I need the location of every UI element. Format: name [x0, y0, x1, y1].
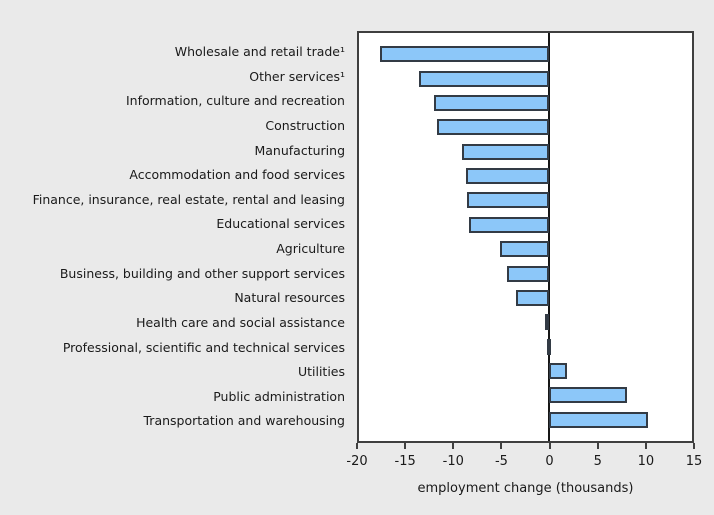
- x-tick-label: -15: [394, 454, 416, 469]
- x-tick-mark: [356, 443, 358, 449]
- category-label: Finance, insurance, real estate, rental …: [32, 191, 345, 207]
- category-label-row: Construction: [0, 114, 345, 139]
- x-tick-label: -10: [442, 454, 464, 469]
- x-tick-label: -20: [346, 454, 368, 469]
- bar-row: [359, 91, 692, 115]
- bar-row: [359, 115, 692, 139]
- bar-row: [359, 261, 692, 285]
- category-label: Information, culture and recreation: [125, 93, 345, 109]
- bar: [379, 46, 550, 63]
- x-tick-mark: [548, 443, 551, 449]
- category-label: Utilities: [297, 364, 345, 380]
- category-label-row: Information, culture and recreation: [0, 89, 345, 114]
- bar: [418, 70, 550, 87]
- category-label-row: Public administration: [0, 385, 345, 410]
- bar: [461, 143, 550, 160]
- bar: [466, 192, 550, 209]
- bar-row: [359, 164, 692, 188]
- bar-row: [359, 408, 692, 432]
- bar: [465, 168, 550, 185]
- category-label: Agriculture: [276, 241, 345, 257]
- x-tick-mark: [500, 443, 503, 449]
- bar: [437, 119, 550, 136]
- bar: [515, 289, 550, 306]
- category-axis-labels: Wholesale and retail trade¹ Other service…: [0, 31, 345, 443]
- bar: [547, 338, 552, 355]
- bar-row: [359, 237, 692, 261]
- bar-row: [359, 310, 692, 334]
- category-label: Public administration: [213, 388, 345, 404]
- bar: [434, 94, 550, 111]
- bar: [549, 387, 628, 404]
- plot-inner: [359, 33, 692, 441]
- bar-row: [359, 140, 692, 164]
- bar: [499, 241, 550, 258]
- category-label-row: Business, building and other support ser…: [0, 262, 345, 287]
- category-label-row: Educational services: [0, 212, 345, 237]
- bar-row: [359, 213, 692, 237]
- x-tick-mark: [693, 443, 695, 449]
- bar-row: [359, 66, 692, 90]
- category-label: Natural resources: [234, 290, 345, 306]
- category-label-row: Professional, scientific and technical s…: [0, 336, 345, 361]
- x-axis-title: employment change (thousands): [417, 481, 634, 496]
- category-label: Professional, scientific and technical s…: [62, 339, 345, 355]
- category-label: Educational services: [216, 216, 345, 232]
- bars-container: [359, 33, 692, 441]
- category-label: Construction: [265, 117, 345, 133]
- x-tick-mark: [596, 443, 599, 449]
- bar-row: [359, 42, 692, 66]
- category-label-row: Accommodation and food services: [0, 163, 345, 188]
- category-label-row: Agriculture: [0, 237, 345, 262]
- category-label: Transportation and warehousing: [143, 413, 346, 429]
- category-label-row: Other services¹: [0, 65, 345, 90]
- bar: [549, 363, 568, 380]
- category-label-row: Wholesale and retail trade¹: [0, 40, 345, 65]
- x-tick-label: 5: [593, 454, 602, 469]
- bar: [469, 216, 550, 233]
- category-label: Accommodation and food services: [129, 167, 345, 183]
- bar-row: [359, 383, 692, 407]
- x-axis: -20 -15 -10 -5 0 5 10 15: [346, 443, 702, 483]
- category-label-row: Transportation and warehousing: [0, 409, 346, 434]
- x-tick-label: 15: [685, 454, 703, 469]
- x-tick-mark: [644, 443, 647, 449]
- bar-row: [359, 359, 692, 383]
- category-label-row: Natural resources: [0, 286, 345, 311]
- x-tick-label: -5: [494, 454, 508, 469]
- x-tick-label: 0: [545, 454, 554, 469]
- category-label: Manufacturing: [254, 142, 345, 158]
- x-tick-mark: [404, 443, 407, 449]
- x-tick-label: 10: [637, 454, 655, 469]
- bar-row: [359, 286, 692, 310]
- bar: [549, 411, 649, 428]
- bar-row: [359, 188, 692, 212]
- category-label-row: Manufacturing: [0, 139, 345, 164]
- category-label: Health care and social assistance: [136, 314, 345, 330]
- zero-baseline: [548, 33, 551, 441]
- category-label-row: Health care and social assistance: [0, 311, 345, 336]
- bar: [507, 265, 550, 282]
- category-label-row: Finance, insurance, real estate, rental …: [0, 188, 345, 213]
- category-label: Business, building and other support ser…: [59, 265, 345, 281]
- x-tick-mark: [452, 443, 455, 449]
- plot-area: [357, 31, 694, 443]
- bar-row: [359, 335, 692, 359]
- bar: [545, 314, 550, 331]
- category-label: Other services¹: [249, 68, 345, 84]
- category-label: Wholesale and retail trade¹: [174, 44, 345, 60]
- category-label-row: Utilities: [0, 360, 345, 385]
